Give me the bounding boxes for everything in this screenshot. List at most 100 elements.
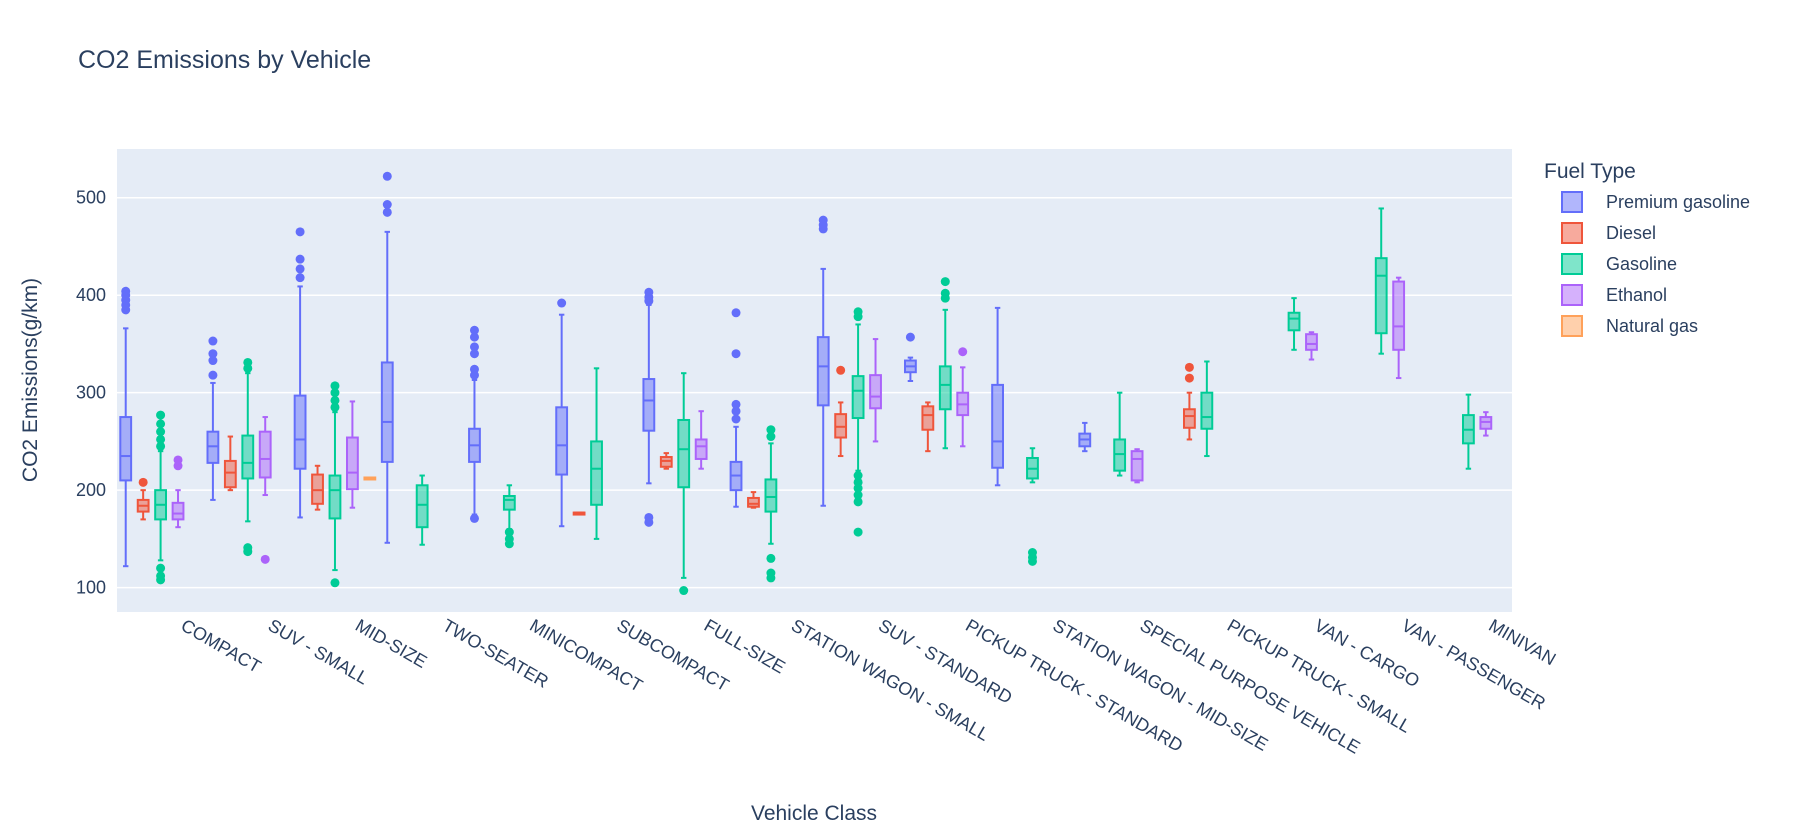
outlier-point: [1184, 362, 1194, 372]
outlier-point: [731, 399, 741, 409]
legend-item: Natural gas: [1561, 315, 1698, 337]
y-tick-label: 400: [76, 285, 106, 305]
box-trace: [921, 401, 935, 453]
outlier-point: [208, 349, 218, 359]
box: [1392, 280, 1406, 351]
box-trace: [590, 367, 603, 540]
box-trace: [1287, 297, 1301, 351]
box: [555, 406, 569, 476]
y-tick-label: 300: [76, 383, 106, 403]
legend-item: Premium gasoline: [1561, 191, 1750, 213]
outlier-point: [469, 325, 479, 335]
x-tick-label: MINIVAN: [1485, 615, 1559, 669]
box-trace: [694, 410, 708, 470]
outlier-point: [330, 381, 340, 391]
box-trace: [747, 491, 760, 509]
box: [694, 438, 708, 460]
box: [747, 496, 760, 508]
box-trace: [956, 347, 970, 448]
x-tick-label: VAN - PASSENGER: [1398, 615, 1549, 714]
box-trace: [346, 400, 359, 509]
box-trace: [223, 435, 237, 492]
box: [1200, 391, 1214, 430]
box-trace: [415, 474, 429, 546]
box: [293, 394, 307, 470]
outlier-point: [731, 349, 741, 359]
box-trace: [642, 287, 656, 527]
box-trace: [154, 410, 167, 585]
series-gasoline: [154, 207, 1475, 596]
box-trace: [869, 338, 882, 443]
outlier-point: [469, 513, 479, 523]
box-trace: [834, 365, 848, 458]
box-trace: [904, 332, 917, 382]
y-tick-label: 500: [76, 188, 106, 208]
box-trace: [1462, 393, 1475, 470]
box: [1183, 408, 1196, 429]
box: [502, 495, 516, 511]
outlier-point: [504, 527, 514, 537]
x-axis-title: Vehicle Class: [751, 802, 877, 825]
outlier-point: [853, 497, 863, 507]
outlier-point: [766, 432, 776, 442]
plot-background: [117, 149, 1512, 612]
outlier-point: [243, 543, 253, 553]
box-trace: [729, 308, 743, 508]
legend-item: Gasoline: [1561, 253, 1677, 275]
legend-label: Ethanol: [1606, 285, 1667, 305]
outlier-point: [905, 332, 915, 342]
outlier-point: [504, 534, 514, 544]
y-axis-title: CO2 Emissions(g/km): [19, 278, 42, 482]
box: [328, 474, 342, 520]
y-tick-label: 200: [76, 480, 106, 500]
outlier-point: [469, 342, 479, 352]
box-trace: [363, 476, 377, 481]
legend: Fuel Type Premium gasoline Diesel Gasoline…: [1544, 160, 1750, 337]
x-tick-label: MID-SIZE: [352, 615, 430, 672]
box: [590, 440, 603, 506]
outlier-point: [731, 308, 741, 318]
box: [223, 459, 237, 489]
outlier-point: [156, 571, 166, 581]
box-trace: [1392, 276, 1406, 380]
box-trace: [293, 227, 307, 519]
box: [938, 365, 952, 411]
box-trace: [764, 425, 778, 583]
outlier-point: [731, 414, 741, 424]
box-trace: [851, 307, 865, 537]
box-trace: [1200, 360, 1214, 458]
outlier-point: [469, 364, 479, 374]
outlier-point: [818, 215, 828, 225]
outlier-point: [836, 365, 846, 375]
box-trace: [1026, 447, 1039, 566]
outlier-point: [731, 406, 741, 416]
outlier-point: [766, 425, 776, 435]
outlier-point: [295, 273, 305, 283]
legend-label: Diesel: [1606, 223, 1656, 243]
box: [119, 416, 133, 482]
series-ethanol: [171, 276, 1493, 564]
outlier-point: [1184, 373, 1194, 383]
box-trace: [572, 511, 586, 516]
box: [851, 375, 865, 420]
outlier-point: [940, 277, 950, 287]
box-trace: [119, 286, 133, 568]
outlier-point: [208, 356, 218, 366]
box-trace: [206, 336, 220, 501]
box-trace: [1113, 391, 1127, 477]
outlier-point: [382, 200, 392, 210]
box: [816, 336, 830, 407]
box: [241, 434, 255, 480]
box: [380, 361, 394, 463]
box: [1305, 333, 1318, 351]
outlier-point: [853, 307, 863, 317]
outlier-point: [208, 336, 218, 346]
box-traces: [119, 171, 1493, 596]
legend-title: Fuel Type: [1544, 160, 1636, 183]
outlier-point: [644, 287, 654, 297]
box-trace: [502, 484, 516, 549]
outlier-point: [330, 395, 340, 405]
outlier-point: [469, 349, 479, 359]
box: [677, 418, 691, 489]
box: [1130, 450, 1144, 482]
